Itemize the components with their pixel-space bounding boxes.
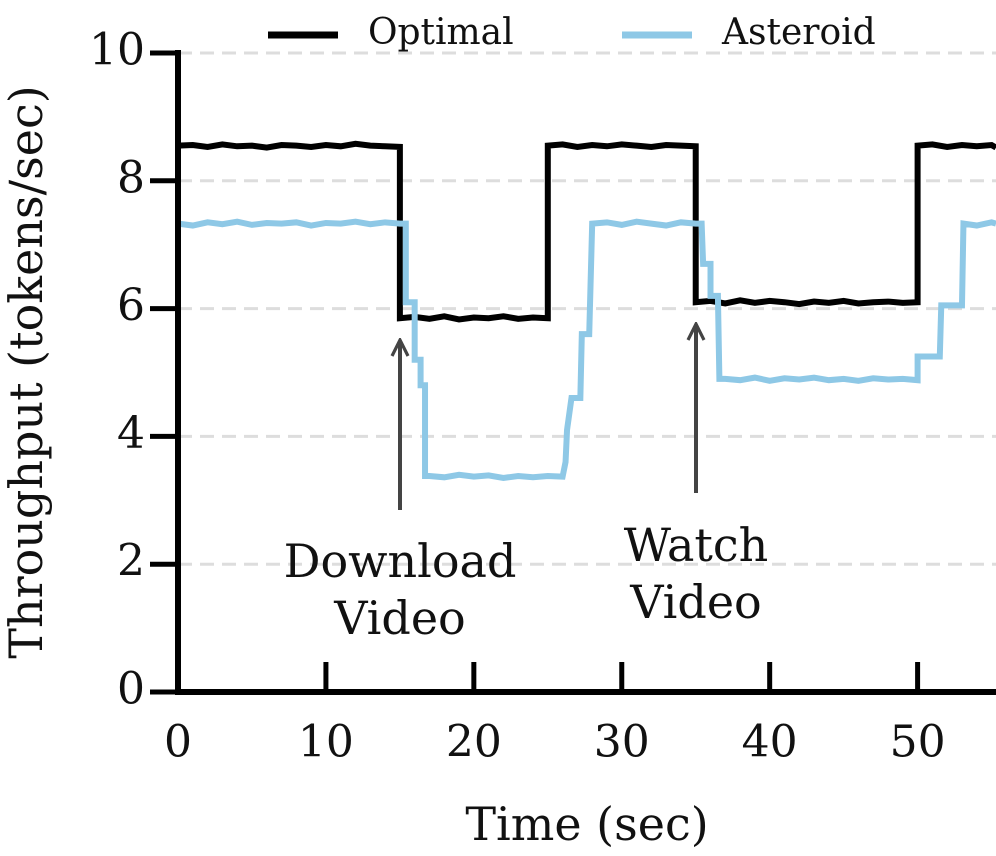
- y-tick-label: 0: [117, 664, 145, 715]
- y-tick-label: 10: [89, 25, 145, 76]
- x-tick-label: 30: [594, 717, 650, 768]
- legend-label: Optimal: [368, 12, 514, 53]
- x-tick-label: 20: [446, 717, 502, 768]
- x-tick-label: 0: [164, 717, 192, 768]
- x-axis-label: Time (sec): [465, 797, 708, 851]
- x-tick-label: 10: [298, 717, 354, 768]
- y-tick-label: 8: [117, 152, 145, 203]
- y-tick-label: 2: [117, 536, 145, 587]
- annotation: Watch: [624, 518, 769, 572]
- y-axis-label: Throughput (tokens/sec): [0, 85, 53, 658]
- annotation: Download: [284, 534, 517, 588]
- y-tick-label: 4: [117, 408, 145, 459]
- annotation: Video: [629, 575, 762, 629]
- x-tick-label: 50: [890, 717, 946, 768]
- line: [177, 218, 996, 481]
- line: [177, 140, 996, 323]
- y-tick-label: 6: [117, 280, 145, 331]
- legend-label: Asteroid: [721, 12, 876, 53]
- x-tick-label: 40: [742, 717, 798, 768]
- annotation: Video: [333, 591, 466, 645]
